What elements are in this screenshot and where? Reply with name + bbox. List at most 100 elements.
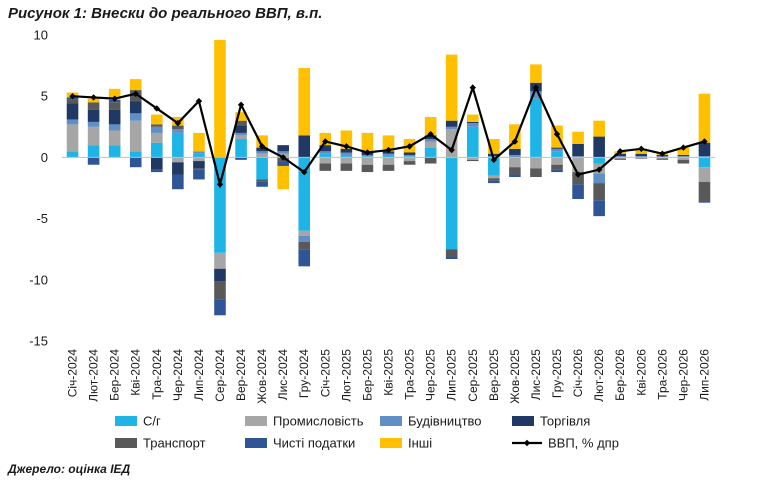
bar-segment [172,162,184,175]
bar-segment [551,169,563,173]
bar-segment [572,131,584,144]
y-tick-label: 5 [41,89,48,104]
bar-segment [698,142,711,157]
gdp-point [427,130,434,138]
bar-segment [403,156,416,158]
bar-segment [277,161,289,166]
bar-segment [256,151,268,154]
gdp-point [406,143,413,150]
bar-segment [593,157,605,164]
bar-segment [66,119,79,125]
bar-segment [151,142,163,158]
gdp-point [511,138,519,145]
bar-segment [340,130,353,149]
bar-segment [656,158,669,160]
bar-segment [340,163,353,171]
x-tick-label: Чер-2024 [171,349,185,401]
bar-segment [193,157,205,162]
bar-segment [698,167,711,182]
bar-segment [319,163,332,171]
gdp-point [279,154,287,161]
bar-segment [277,165,289,190]
gdp-point [385,146,392,154]
bar-segment [214,252,226,269]
x-tick-label: Лис-2025 [529,349,543,401]
x-axis-ticks: Січ-2024 Лют-2024 Бер-2024 Кві-2024 Тра-2024… [66,349,712,404]
gdp-point [638,145,645,153]
legend-swatch-marker [523,439,531,447]
bar-layer [66,39,711,316]
y-axis-ticks: -15 -10 -5 0 5 10 [29,28,48,349]
bar-segment [698,93,711,143]
bar-segment [256,181,268,187]
bar-segment [87,157,100,165]
bar-segment [340,157,353,164]
bar-segment [66,151,79,158]
bar-segment [361,156,374,158]
legend-label: Чисті податки [273,436,355,451]
gdp-point [301,168,308,176]
bar-segment [424,157,437,164]
bar-segment [466,157,479,160]
bar-segment [172,157,184,163]
legend-swatch [512,416,534,426]
x-tick-label: Бер-2024 [108,349,122,401]
gdp-point [701,138,708,145]
bar-segment [698,181,711,202]
bar-segment [151,132,163,143]
bar-segment [698,156,711,158]
bar-segment [445,256,458,259]
x-tick-label: Сер-2024 [213,349,227,402]
bar-segment [382,153,395,155]
bar-segment [298,68,311,136]
x-tick-label: Січ-2024 [66,349,80,398]
bar-segment [551,151,563,158]
bar-segment [677,156,690,158]
gdp-point [659,150,666,157]
bar-segment [193,153,205,158]
x-tick-label: Бер-2026 [613,349,627,401]
x-tick-label: Вер-2024 [234,349,248,401]
bar-segment [129,157,142,168]
gdp-point [237,101,245,108]
bar-segment [235,120,247,126]
bar-segment [151,169,163,173]
gdp-point [469,84,476,91]
x-tick-label: Лют-2024 [87,349,101,402]
x-tick-label: Тра-2024 [150,349,164,400]
x-tick-label: Лип-2026 [697,349,711,401]
bar-segment [677,157,690,160]
bar-segment [87,126,100,146]
bar-segment [129,101,142,114]
bar-segment [530,98,542,158]
bar-segment [87,145,100,158]
bar-segment [488,175,500,179]
x-tick-label: Гру-2024 [297,349,311,398]
gdp-point [90,94,97,101]
bar-segment [488,153,500,157]
gdp-point [553,130,561,138]
bar-segment [172,132,184,158]
y-tick-label: 10 [34,28,48,43]
bar-segment [172,174,184,190]
bar-segment [445,249,458,257]
x-tick-label: Лют-2025 [339,349,353,402]
legend-label: С/г [143,414,161,429]
legend-swatch [245,438,267,448]
gdp-point [680,144,687,151]
bar-segment [445,126,458,130]
gdp-point [69,93,76,100]
bar-segment [488,139,500,154]
bar-segment [151,157,163,170]
bar-segment [214,268,226,282]
bar-segment [424,117,437,136]
bar-segment [66,124,79,152]
bar-segment [151,126,163,133]
bar-segment [214,157,226,253]
gdp-point [132,90,139,97]
bar-segment [277,145,289,152]
bar-segment [151,114,163,125]
bar-segment [87,102,100,110]
bar-segment [551,164,563,170]
gdp-point [174,119,182,127]
